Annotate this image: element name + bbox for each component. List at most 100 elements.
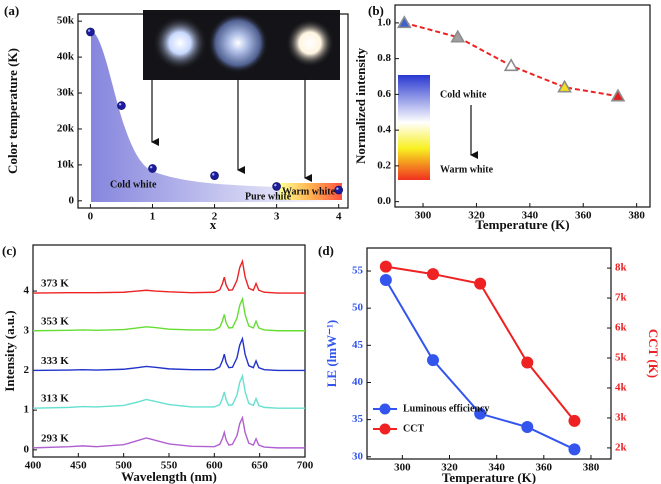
point	[557, 79, 572, 93]
annotation: Warm white	[282, 186, 336, 197]
panel-label: (c)	[2, 243, 16, 258]
x-axis-label: Temperature (K)	[475, 217, 569, 232]
y-tick-label: 2	[24, 364, 30, 376]
x-tick-label: 3	[274, 211, 280, 223]
glow	[286, 19, 334, 67]
point	[427, 354, 440, 367]
point-highlight	[212, 173, 215, 176]
x-tick-label: 380	[583, 462, 600, 474]
point	[272, 182, 281, 191]
x-tick-label: 320	[468, 210, 485, 222]
x-tick-label: 650	[251, 460, 268, 472]
annotation: Pure white	[245, 191, 292, 202]
annotation: Cold white	[440, 89, 487, 100]
point-highlight	[274, 183, 277, 187]
point	[396, 15, 412, 29]
point	[503, 58, 519, 72]
y2-axis-label: CCT (K)	[646, 329, 661, 378]
series-label: 313 K	[41, 393, 69, 405]
y-tick-label: 40	[352, 376, 364, 388]
x-tick-label: 1	[150, 211, 156, 223]
point-highlight	[87, 29, 91, 32]
x-tick-label: 4	[336, 211, 342, 223]
panel-label: (d)	[318, 243, 334, 258]
legend-label: CCT	[403, 423, 424, 434]
point	[86, 27, 95, 37]
y2-tick-label: 6k	[615, 322, 628, 334]
panel-a-decor	[91, 10, 342, 202]
y-tick-label: 0.4	[377, 124, 391, 136]
point	[610, 88, 626, 102]
gradient-area	[91, 30, 340, 202]
axes-frame	[366, 247, 612, 460]
y-tick-label: 30	[352, 450, 364, 462]
point-highlight	[149, 165, 153, 169]
x-tick-label: 500	[115, 460, 132, 472]
x-tick-label: 400	[25, 460, 42, 472]
series-label: 353 K	[41, 315, 69, 327]
legend-label: Luminous efficiency	[403, 403, 489, 414]
y-tick-label: 4	[24, 285, 30, 297]
series-line	[32, 336, 305, 372]
y-tick-label: 0.0	[377, 195, 391, 207]
y2-tick-label: 3k	[615, 411, 628, 423]
panel-label: (a)	[4, 3, 19, 18]
y-tick-label: 0	[24, 443, 30, 455]
x-tick-label: 360	[575, 210, 592, 222]
y-tick-label: 0	[69, 194, 75, 206]
y-tick-label: 55	[352, 265, 364, 277]
glow	[153, 16, 207, 70]
series-label: 293 K	[41, 432, 69, 444]
point	[379, 273, 392, 286]
y2-tick-label: 8k	[615, 262, 628, 274]
point-highlight	[118, 103, 122, 106]
x-axis-label: Temperature (K)	[442, 470, 536, 484]
y-axis-label: Normalized intensity	[353, 48, 368, 164]
axes-frame	[394, 4, 651, 208]
y-tick-label: 1.0	[377, 16, 391, 28]
x-tick-label: 550	[161, 460, 178, 472]
axes-frame	[77, 13, 349, 209]
x-tick-label: 360	[536, 462, 553, 474]
panel-label: (b)	[368, 3, 384, 18]
point	[474, 407, 487, 420]
series-line	[385, 265, 576, 422]
x-tick-label: 0	[88, 211, 94, 223]
point	[334, 185, 343, 195]
x-tick-label: 340	[488, 462, 505, 474]
annotation: Warm white	[440, 164, 494, 175]
glow	[208, 13, 268, 73]
x-tick-label: 380	[628, 210, 645, 222]
series-line	[32, 258, 305, 294]
y-tick-label: 50	[352, 302, 364, 314]
point-highlight	[336, 187, 339, 190]
series-line	[32, 373, 305, 409]
point	[148, 164, 157, 173]
y-tick-label: 50k	[57, 15, 75, 27]
x-tick-label: 300	[394, 462, 411, 474]
x-tick-label: 340	[522, 210, 539, 222]
x-tick-label: 320	[441, 462, 458, 474]
point	[521, 356, 534, 369]
point	[568, 443, 581, 456]
x-tick-label: 300	[415, 210, 432, 222]
x-tick-label: 450	[70, 460, 87, 472]
series-line	[32, 415, 305, 449]
y-tick-label: 20k	[57, 122, 75, 134]
y-tick-label: 10k	[57, 158, 75, 170]
y-axis-label: Color temperature (K)	[5, 48, 20, 174]
point	[379, 260, 392, 273]
y-tick-label: 35	[352, 413, 364, 425]
point	[117, 101, 126, 110]
point	[568, 414, 581, 427]
x-axis-label: Wavelength (nm)	[121, 469, 217, 484]
y-tick-label: 0.2	[377, 159, 391, 171]
annotation: Cold white	[110, 179, 157, 190]
y-axis-label: Intensity (a.u.)	[2, 310, 17, 391]
panel: 300 320 340 360 380 30 35 40 45 50 55 2k 3k 4k 5k 6k 7k 8…	[318, 243, 661, 484]
series-label: 333 K	[41, 355, 69, 367]
y-axis-label: LE (lmW⁻¹)	[324, 320, 339, 387]
legend-marker	[379, 423, 391, 435]
y-tick-label: 3	[24, 324, 30, 336]
